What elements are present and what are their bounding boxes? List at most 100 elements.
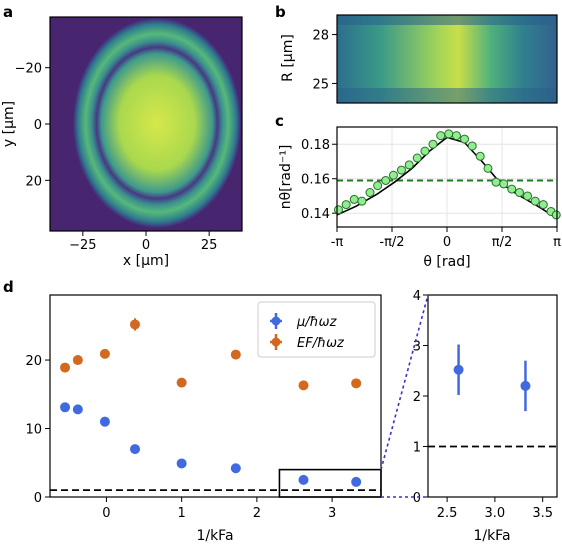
c-data-point (420, 146, 430, 156)
zoom-connector-top (380, 294, 429, 470)
d-point-ef (72, 355, 83, 366)
c-data-point (475, 151, 485, 161)
c-data-point (436, 131, 446, 141)
c-data-point (428, 139, 438, 149)
panel-d-frame (49, 294, 382, 498)
a-xtick-label: 25 (201, 238, 218, 253)
panel-d-zoom-frame (427, 294, 558, 498)
zoom-connector-lines (380, 294, 429, 498)
panel-d-plot: 0 10 20 0 1 2 3 (25, 318, 382, 521)
d-ytick-label: 10 (25, 423, 42, 438)
legend-box (257, 301, 376, 358)
d-point-ef (230, 349, 241, 360)
c-data-point (349, 194, 359, 204)
panel-letter-b: b (275, 3, 286, 21)
panel-d-legend: μ/ħωz EF/ħωz (257, 301, 376, 358)
heatmap-bottom-band (337, 88, 557, 103)
c-data-point (396, 165, 406, 175)
c-data-point (388, 170, 398, 180)
c-data-point (538, 200, 548, 210)
d-ytick-label: 20 (25, 354, 42, 369)
c-data-point (444, 129, 454, 139)
c-data-point (333, 205, 343, 215)
dz-point-mu (520, 380, 531, 391)
c-xtick-label: π/2 (492, 235, 512, 250)
panel-letter-d: d (3, 278, 14, 296)
c-data-point (507, 184, 517, 194)
c-data-point (373, 181, 383, 191)
atom-cloud-ring (73, 18, 241, 228)
dz-xtick-label: 3.5 (532, 506, 553, 521)
legend-label-ef: EF/ħωz (297, 336, 345, 351)
c-data-point (551, 210, 561, 220)
heatmap-top-band (337, 15, 557, 25)
legend-marker-blue (270, 313, 282, 329)
c-data-point (460, 134, 470, 144)
a-ytick-label: −20 (15, 62, 42, 77)
panel-a-yticks: −20 0 20 (15, 62, 50, 189)
d-point-ef (176, 377, 187, 388)
panel-c-plot: 0.18 0.16 0.14-π -π/2 0 π/2 π (301, 127, 561, 250)
c-data-point (404, 160, 414, 170)
c-data-point (499, 179, 509, 189)
c-xtick-label: -π/2 (379, 235, 404, 250)
d-point-ef (130, 319, 141, 330)
a-ytick-label: 20 (25, 174, 42, 189)
d-xtick-label: 0 (102, 506, 110, 521)
dz-ytick-label: 4 (413, 289, 421, 304)
d-ytick-label: 0 (34, 491, 42, 506)
panel-b-ylabel: R [μm] (280, 34, 296, 82)
panel-c-frame (336, 126, 558, 228)
c-data-point (365, 188, 375, 198)
d-xtick-label: 3 (328, 506, 336, 521)
a-xtick-label: 0 (142, 238, 150, 253)
c-data-point (514, 188, 524, 198)
panel-d-xlabel: 1/kFa (196, 528, 233, 544)
d-point-mu (130, 444, 141, 455)
d-point-ef (298, 380, 309, 391)
d-point-ef (60, 362, 71, 373)
d-xtick-label: 2 (253, 506, 261, 521)
panel-a-xlabel: x [μm] (123, 253, 169, 269)
c-data-point (483, 163, 493, 173)
b-ytick-label: 28 (312, 29, 329, 44)
panel-letter-c: c (275, 112, 284, 130)
c-ytick-label: 0.18 (301, 138, 330, 153)
panel-c-ylabel: nθ[rad⁻¹] (278, 145, 294, 210)
c-xtick-label: -π (331, 235, 344, 250)
c-data-point (412, 153, 422, 163)
d-xtick-label: 1 (178, 506, 186, 521)
d-point-mu (60, 402, 71, 413)
d-point-ef (99, 348, 110, 359)
legend-marker-orange (270, 334, 282, 350)
dz-point-mu (453, 364, 464, 375)
c-data-point (491, 177, 501, 187)
c-xtick-label: 0 (443, 235, 451, 250)
d-point-mu (298, 474, 309, 485)
panel-c-xlabel: θ [rad] (423, 254, 470, 270)
panel-b-frame (336, 14, 558, 104)
c-ytick-label: 0.14 (301, 207, 330, 222)
d-point-mu (72, 404, 83, 415)
panel-d-zoom-xlabel: 1/kFa (473, 528, 510, 544)
b-ytick-label: 25 (312, 77, 329, 92)
c-ytick-label: 0.16 (301, 173, 330, 188)
panel-letter-a: a (3, 3, 13, 21)
c-data-point (357, 196, 367, 206)
c-data-point (381, 175, 391, 185)
d-point-ef (351, 378, 362, 389)
panel-a-image (49, 16, 243, 232)
panel-b-yticks: 28 25 (312, 29, 337, 92)
dz-ytick-label: 3 (413, 340, 421, 355)
d-point-mu (351, 476, 362, 487)
c-data-point (341, 200, 351, 210)
dz-xtick-label: 3.0 (485, 506, 506, 521)
dz-xtick-label: 2.5 (437, 506, 458, 521)
c-data-point (523, 191, 533, 201)
d-point-mu (230, 463, 241, 474)
a-ytick-label: 0 (34, 118, 42, 133)
panel-b-heatmap (336, 14, 558, 104)
d-point-mu (176, 458, 187, 469)
dz-ytick-label: 2 (413, 390, 421, 405)
